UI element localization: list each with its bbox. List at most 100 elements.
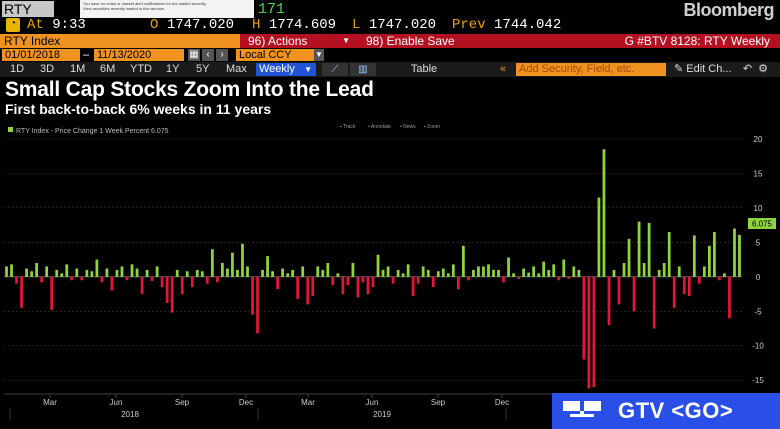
quote-header: RTY You have no notes or market alert no… [0,0,780,34]
line-chart-icon[interactable]: ⟋ [322,63,348,76]
chart-bar [145,269,149,277]
chart-controls[interactable]: ▪ Track ▪ Annotate ▪ News ▪ Zoom [340,124,440,130]
enable-save-button[interactable]: 98) Enable Save [366,34,455,48]
period-ytd[interactable]: YTD [130,63,152,75]
period-1d[interactable]: 1D [10,63,25,75]
at-label: At [27,17,44,33]
bar-chart[interactable]: 20 15 10 5 0 -5 -10 -15 Mar Jun Sep Dec Mar Jun Sep De… [0,122,780,429]
chart-bar [50,276,54,310]
notification-popup[interactable]: You have no notes or market alert notifi… [80,0,254,18]
chart-bar [215,276,219,283]
chart-control-zoom[interactable]: ▪ Zoom [424,124,440,130]
chart-bar [55,269,59,277]
security-field[interactable]: RTY Index [0,34,240,48]
chart-control-news[interactable]: ▪ News [400,124,416,130]
chart-bar [627,238,631,277]
chart-bar [702,266,706,277]
chart-bar [65,264,69,277]
chart-control-track[interactable]: ▪ Track [340,124,356,130]
frequency-select[interactable]: Weekly ▼ [256,63,316,76]
chart-control-annotate[interactable]: ▪ Annotate [368,124,391,130]
graph-title: G #BTV 8128: RTY Weekly [625,34,770,48]
period-6m[interactable]: 6M [100,63,116,75]
table-button[interactable]: Table [410,63,438,75]
end-date-input[interactable]: 11/13/2020 [94,49,184,61]
quote-line: ◔ At 9:33 O 1747.020 H 1774.609 L 1747.0… [0,17,780,34]
start-date-input[interactable]: 01/01/2018 [2,49,80,61]
last-value-tag: 6.075 [748,218,776,229]
gtv-badge[interactable]: GTV <GO> [552,393,780,429]
chart-bar [607,276,611,326]
high-value: 1774.609 [268,17,337,33]
chart-bar [376,254,380,277]
y-tick-label: -5 [754,307,762,316]
chart-bar [401,273,405,277]
actions-menu[interactable]: 96) Actions ▼ [242,34,358,48]
settings-icon[interactable]: ⚙ [758,63,774,75]
chart-bar [70,276,74,281]
chart-bar [180,276,184,295]
period-5y[interactable]: 5Y [196,63,210,75]
tv-icon [563,401,601,417]
period-1m[interactable]: 1M [70,63,86,75]
add-security-input[interactable]: Add Security, Field, etc. [516,63,666,76]
chart-bar [687,276,691,297]
calendar-icon[interactable]: ▦ [188,49,200,61]
ticker-input[interactable]: RTY [2,1,54,17]
chart-bar [537,273,541,277]
currency-select[interactable]: Local CCY [236,49,314,61]
x-month-label: Mar [301,398,315,407]
window-controls: ↶⚙ [743,62,774,77]
chart-bar [406,264,410,277]
chart-bar [210,249,214,277]
chart-bar [321,269,325,277]
chart-bar [326,263,330,277]
x-month-label: Dec [495,398,509,407]
chart-bar [341,276,345,295]
period-3d[interactable]: 3D [40,63,55,75]
edit-chart-button[interactable]: ✎ Edit Ch... [674,62,732,77]
legend-swatch [8,127,13,132]
chart-bar [572,266,576,277]
period-1y[interactable]: 1Y [166,63,180,75]
bar-style-icon[interactable]: ▥ [350,63,376,76]
chart-bar [502,276,505,283]
chart-bar [40,276,44,283]
chart-bar [130,264,134,277]
legend-label: RTY Index - Price Change 1 Week Percent … [16,128,169,135]
chart-bar [512,273,515,277]
chevron-down-icon: ▼ [342,36,350,45]
chevron-down-icon: ▼ [304,65,312,74]
y-tick-label: -10 [752,342,764,351]
chart-bar [296,276,300,299]
chart-bar [311,276,315,297]
chart-bar [251,276,254,315]
chart-bar [567,276,571,279]
chart-bar [271,271,274,277]
chart-bar [577,269,581,277]
chart-bar [15,276,18,284]
chart-bar [105,268,109,277]
last-price-fragment: 171 [258,1,286,18]
high-label: H [252,17,261,33]
alert-bell-icon[interactable]: ◔ [6,18,20,32]
chart-bar [140,276,144,295]
chart-bar [205,276,209,284]
double-chevron-icon: « [500,63,507,75]
chart-bar [190,276,194,288]
x-month-label: Sep [431,398,446,407]
undo-icon[interactable]: ↶ [742,63,759,75]
chevron-left-icon[interactable]: ‹ [202,49,214,61]
chart-bar [195,269,199,277]
period-max[interactable]: Max [226,63,247,75]
chart-bar [507,257,510,277]
chart-legend: RTY Index - Price Change 1 Week Percent … [8,127,169,135]
chart-bar [662,263,666,277]
chart-bar [155,266,159,277]
chart-bar [426,269,430,277]
chevron-down-icon[interactable]: ▼ [314,49,324,61]
y-tick-label: 0 [756,273,761,282]
x-month-label: Dec [239,398,253,407]
low-label: L [352,17,361,33]
chevron-right-icon[interactable]: › [216,49,228,61]
